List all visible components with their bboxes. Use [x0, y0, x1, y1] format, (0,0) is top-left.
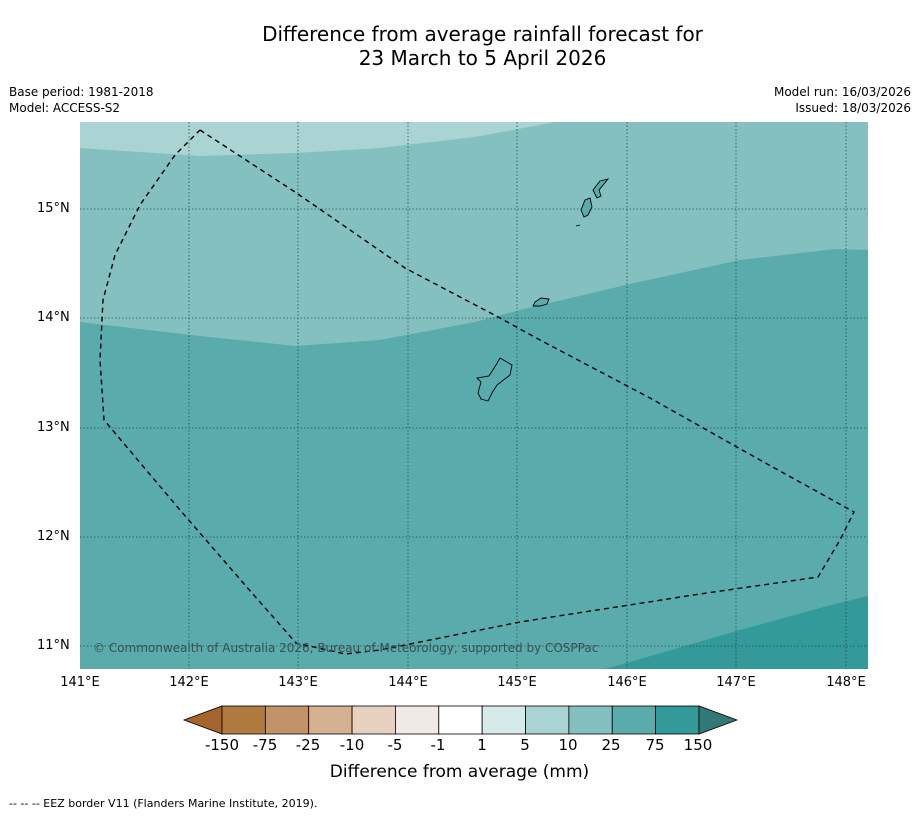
- colorbar-arrow-low: [182, 705, 223, 735]
- colorbar-segment: [221, 705, 266, 735]
- colorbar-label: -1: [430, 736, 446, 754]
- colorbar-label: 75: [645, 736, 665, 754]
- meta-left: Base period: 1981-2018 Model: ACCESS-S2: [9, 84, 154, 116]
- guam-island: [476, 357, 513, 402]
- colorbar-segment: [568, 705, 613, 735]
- map-title: Difference from average rainfall forecas…: [0, 22, 919, 70]
- lon-label: 148°E: [826, 675, 866, 690]
- lat-label: 15°N: [37, 201, 70, 216]
- map-credit: © Commonwealth of Australia 2026, Bureau…: [93, 641, 599, 655]
- eez-footnote: -- -- -- EEZ border V11 (Flanders Marine…: [9, 797, 318, 810]
- lon-label: 143°E: [278, 675, 318, 690]
- colorbar-label: 5: [520, 736, 530, 754]
- colorbar-segment: [481, 705, 526, 735]
- colorbar-segment: [264, 705, 310, 735]
- model-run: Model run: 16/03/2026: [773, 85, 911, 99]
- lon-label: 147°E: [716, 675, 756, 690]
- lon-label: 144°E: [388, 675, 428, 690]
- map-band-75-150: [605, 596, 868, 669]
- colorbar-label: -5: [387, 736, 403, 754]
- eez-border: [99, 129, 855, 655]
- colorbar-arrow-high: [698, 705, 739, 735]
- map-title-line1: Difference from average rainfall forecas…: [262, 22, 703, 46]
- colorbar-segment: [395, 705, 440, 735]
- lon-label: 145°E: [497, 675, 537, 690]
- colorbar-label: -10: [339, 736, 365, 754]
- colorbar-label: 25: [601, 736, 621, 754]
- colorbar-label: -25: [295, 736, 321, 754]
- colorbar-segment: [438, 705, 483, 735]
- lon-label: 142°E: [169, 675, 209, 690]
- base-period: Base period: 1981-2018: [9, 85, 154, 99]
- lat-label: 14°N: [37, 310, 70, 325]
- meta-right: Model run: 16/03/2026 Issued: 18/03/2026: [774, 84, 911, 116]
- issued-date: Issued: 18/03/2026: [795, 101, 911, 115]
- colorbar-segment: [525, 705, 570, 735]
- lat-label: 13°N: [37, 420, 70, 435]
- lon-label: 141°E: [60, 675, 100, 690]
- colorbar-label: 1: [477, 736, 487, 754]
- colorbar-segment: [611, 705, 656, 735]
- colorbar-label: 10: [558, 736, 578, 754]
- colorbar-title: Difference from average (mm): [329, 762, 590, 782]
- lat-label: 12°N: [37, 529, 70, 544]
- graticule: [80, 122, 868, 669]
- lat-label: 11°N: [37, 638, 70, 653]
- colorbar-segment: [308, 705, 353, 735]
- colorbar-label: 150: [683, 736, 713, 754]
- rota-island: [532, 297, 550, 307]
- colorbar-segment: [655, 705, 700, 735]
- colorbar-segment: [351, 705, 396, 735]
- map-title-line2: 23 March to 5 April 2026: [358, 46, 607, 70]
- colorbar-label: -150: [204, 736, 240, 754]
- lon-label: 146°E: [607, 675, 647, 690]
- aguijan-islet: [575, 224, 581, 227]
- model-name: Model: ACCESS-S2: [9, 101, 121, 115]
- saipan-island: [592, 178, 610, 199]
- map-band-10-25: [80, 122, 868, 346]
- islands: [476, 178, 610, 402]
- tinian-island: [580, 197, 593, 218]
- colorbar-label: -75: [252, 736, 278, 754]
